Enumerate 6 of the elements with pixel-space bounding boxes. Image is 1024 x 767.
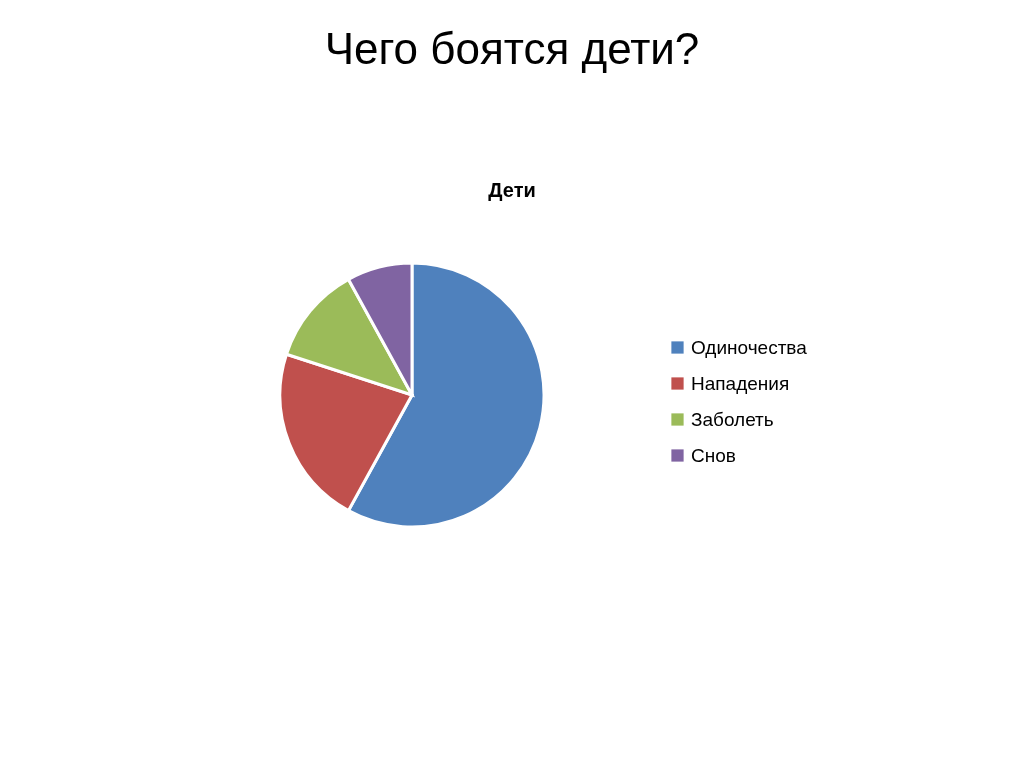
chart-subtitle: Дети [488,179,536,201]
legend-label: Одиночества [691,336,808,358]
legend-label: Нападения [691,372,790,394]
legend-label: Снов [691,444,736,466]
chart-title: Чего боятся дети? [324,24,700,73]
legend-label: Заболеть [691,408,774,430]
